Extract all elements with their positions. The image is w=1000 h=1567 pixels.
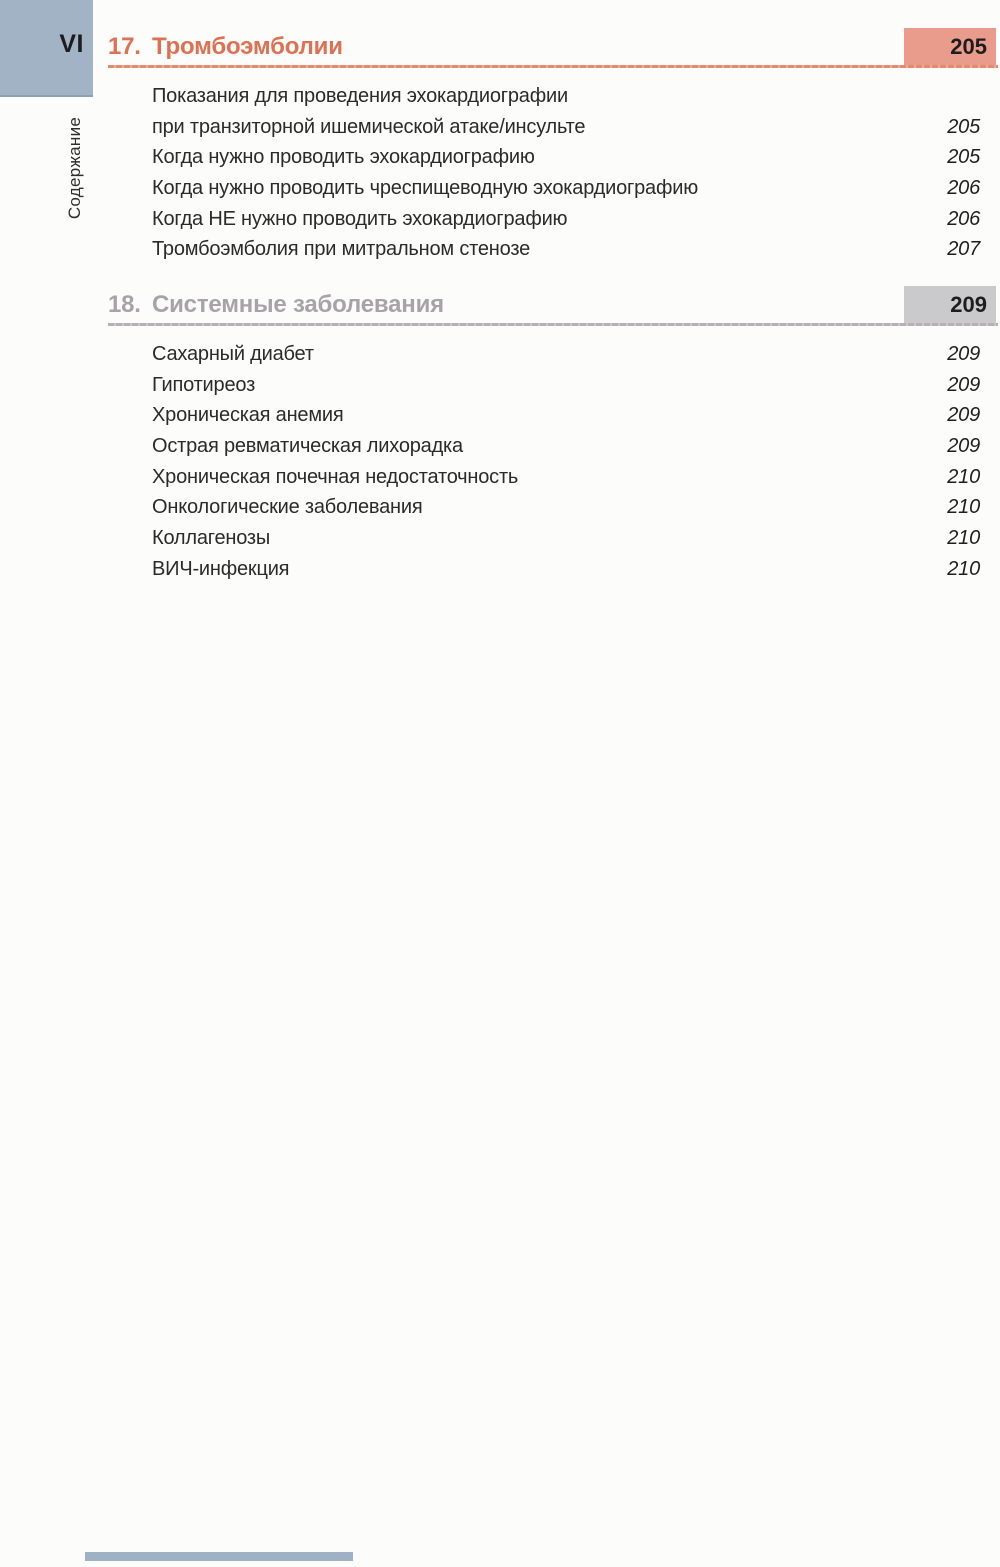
- section-rule: [108, 323, 998, 326]
- toc-entry-label: Когда нужно проводить эхокардиографию: [152, 146, 535, 169]
- toc-entry-page: 210: [947, 557, 980, 580]
- section-18-title-row: 18. Системные заболевания: [108, 286, 444, 323]
- toc-entry: Когда нужно проводить чреспищеводную эхо…: [152, 173, 980, 204]
- toc-entry: Гипотиреоз 209: [152, 370, 980, 401]
- toc-entry-page: 206: [947, 176, 980, 199]
- toc-entry: Тромбоэмболия при митральном стенозе 207: [152, 234, 980, 265]
- toc-entry-label: Показания для проведения эхокардиографии: [152, 84, 568, 107]
- toc-entry-label: Когда НЕ нужно проводить эхокардиографию: [152, 207, 568, 230]
- toc-entry-label: Сахарный диабет: [152, 342, 314, 365]
- section-18-entries: Сахарный диабет 209 Гипотиреоз 209 Хрони…: [152, 339, 980, 585]
- toc-entry-page: 206: [947, 207, 980, 230]
- contents-vertical-label: Содержание: [65, 116, 84, 220]
- section-title: Тромбоэмболии: [152, 32, 343, 60]
- toc-entry-page: 210: [947, 496, 980, 519]
- toc-entry-label: Гипотиреоз: [152, 373, 256, 396]
- toc-entry: ВИЧ-инфекция 210: [152, 554, 980, 585]
- toc-entry-page: 209: [947, 404, 980, 427]
- section-18: 18. Системные заболевания 209 Сахарный д…: [108, 286, 998, 585]
- toc-entry-label: Онкологические заболевания: [152, 496, 423, 519]
- footer-accent-bar: [85, 1552, 353, 1561]
- section-17: 17. Тромбоэмболии 205 Показания для пров…: [108, 28, 998, 265]
- toc-entry: Показания для проведения эхокардиографии: [152, 81, 980, 112]
- toc-entry-page: 209: [947, 342, 980, 365]
- toc-entry-label: Тромбоэмболия при митральном стенозе: [152, 238, 530, 261]
- toc-entry-label: Когда нужно проводить чреспищеводную эхо…: [152, 176, 698, 199]
- volume-number-label: VI: [59, 30, 84, 58]
- toc-entry-page: 210: [947, 526, 980, 549]
- toc-entry-page: 205: [947, 146, 980, 169]
- section-18-header: 18. Системные заболевания 209: [108, 286, 998, 326]
- toc-entry-page: 209: [947, 373, 980, 396]
- toc-entry-label: Хроническая анемия: [152, 404, 344, 427]
- toc-entry: Когда нужно проводить эхокардиографию 20…: [152, 142, 980, 173]
- toc-entry-page: 207: [947, 238, 980, 261]
- section-rule: [108, 65, 998, 68]
- section-17-title-row: 17. Тромбоэмболии: [108, 28, 343, 65]
- toc-entry-label: ВИЧ-инфекция: [152, 557, 290, 580]
- section-number: 18.: [108, 290, 141, 318]
- toc-entry: Острая ревматическая лихорадка 209: [152, 431, 980, 462]
- section-page-badge: 209: [904, 286, 996, 323]
- toc-entry-page: 210: [947, 465, 980, 488]
- toc-entry: Хроническая анемия 209: [152, 400, 980, 431]
- section-title: Системные заболевания: [152, 290, 444, 318]
- toc-entry-label: Хроническая почечная недостаточность: [152, 465, 519, 488]
- toc-entry-page: 209: [947, 434, 980, 457]
- toc-entry-label: при транзиторной ишемической атаке/инсул…: [152, 115, 586, 138]
- toc-entry: Сахарный диабет 209: [152, 339, 980, 370]
- section-page-badge: 205: [904, 28, 996, 65]
- toc-entry-page: 205: [947, 115, 980, 138]
- toc-entry: Онкологические заболевания 210: [152, 492, 980, 523]
- toc-entry: при транзиторной ишемической атаке/инсул…: [152, 112, 980, 143]
- section-number: 17.: [108, 32, 141, 60]
- toc-entry-label: Острая ревматическая лихорадка: [152, 434, 463, 457]
- section-17-header: 17. Тромбоэмболии 205: [108, 28, 998, 68]
- toc-entry: Когда НЕ нужно проводить эхокардиографию…: [152, 204, 980, 235]
- toc-entry: Хроническая почечная недостаточность 210: [152, 462, 980, 493]
- toc-entry: Коллагенозы 210: [152, 523, 980, 554]
- section-17-entries: Показания для проведения эхокардиографии…: [152, 81, 980, 265]
- toc-entry-label: Коллагенозы: [152, 526, 271, 549]
- volume-number-box: VI: [0, 0, 93, 97]
